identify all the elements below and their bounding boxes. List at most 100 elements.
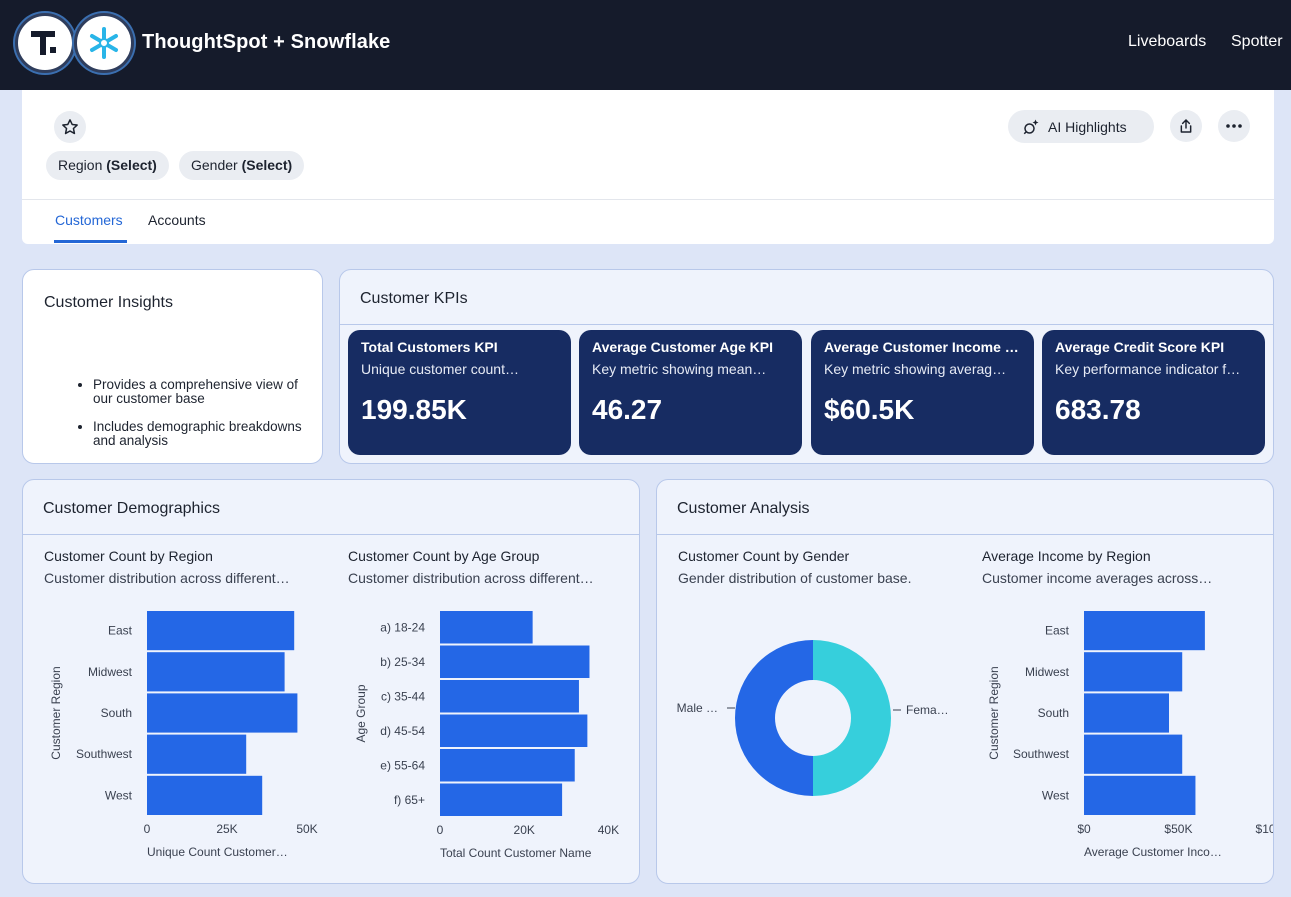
donut-slice-male	[735, 640, 813, 796]
kpi-title: Average Customer Age KPI	[592, 339, 774, 355]
bar	[440, 749, 575, 782]
category-label: Midwest	[1025, 665, 1070, 679]
bar	[1084, 693, 1169, 733]
kpi-description: Key metric showing averag…	[824, 361, 1007, 377]
kpi-description: Key performance indicator f…	[1055, 361, 1241, 377]
filter-chip-gender[interactable]: Gender (Select)	[179, 151, 305, 180]
kpi-title: Total Customers KPI	[361, 339, 498, 355]
header-divider	[22, 199, 1274, 200]
chart-title: Customer Count by Region	[44, 548, 213, 564]
category-label: d) 45-54	[380, 724, 425, 738]
favorite-button[interactable]	[54, 111, 86, 143]
x-tick-label: 0	[437, 823, 444, 837]
thoughtspot-logo-icon[interactable]	[15, 13, 75, 73]
chart-subtitle: Customer income averages across…	[982, 570, 1213, 586]
category-label: a) 18-24	[380, 620, 425, 634]
y-axis-label: Customer Region	[49, 666, 63, 759]
card-divider	[657, 534, 1273, 535]
category-label: East	[108, 624, 133, 638]
list-item: Provides a comprehensive view of our cus…	[93, 378, 303, 406]
bar	[1084, 611, 1205, 651]
active-tab-indicator	[54, 240, 127, 243]
bar	[440, 783, 563, 816]
card-divider	[23, 534, 639, 535]
category-label: e) 55-64	[380, 758, 425, 772]
region-count-chart[interactable]: East Midwest South Southwest West 0 25K 50K Uniq…	[23, 590, 323, 870]
y-axis-label: Age Group	[354, 684, 368, 742]
kpi-tile-average-age[interactable]: Average Customer Age KPI Key metric show…	[579, 330, 802, 455]
y-axis-label: Customer Region	[987, 666, 1001, 759]
donut-label-male: Male …	[677, 701, 718, 715]
chart-subtitle: Customer distribution across different…	[348, 570, 594, 586]
filter-name: Region	[58, 157, 103, 173]
customer-analysis-card[interactable]: Customer Analysis Customer Count by Gend…	[656, 479, 1274, 884]
filter-chip-region[interactable]: Region (Select)	[46, 151, 169, 180]
bar	[440, 680, 579, 713]
customer-insights-card[interactable]: Customer Insights Provides a comprehensi…	[22, 269, 323, 464]
x-axis-label: Unique Count Customer…	[147, 845, 288, 859]
more-dots-icon	[1226, 124, 1242, 128]
filter-value: (Select)	[241, 157, 293, 173]
insights-list: Provides a comprehensive view of our cus…	[93, 378, 303, 462]
x-tick-label: 0	[144, 822, 151, 836]
chart-title: Customer Count by Gender	[678, 548, 850, 564]
ai-highlights-label: AI Highlights	[1048, 118, 1127, 135]
bar	[440, 645, 590, 678]
nav-spotter-link[interactable]: Spotter	[1231, 33, 1283, 50]
tab-accounts[interactable]: Accounts	[148, 212, 206, 228]
kpi-tile-credit-score[interactable]: Average Credit Score KPI Key performance…	[1042, 330, 1265, 455]
tab-customers[interactable]: Customers	[55, 212, 123, 228]
kpi-value: 46.27	[592, 394, 663, 425]
nav-liveboards-link[interactable]: Liveboards	[1128, 33, 1207, 50]
age-group-chart[interactable]: a) 18-24 b) 25-34 c) 35-44 d) 45-54 e) 55-64…	[323, 590, 639, 870]
card-title: Customer KPIs	[360, 290, 468, 307]
card-title: Customer Demographics	[43, 500, 220, 517]
category-label: Southwest	[76, 747, 133, 761]
donut-label-female: Fema…	[906, 703, 949, 717]
bar	[1084, 734, 1183, 774]
kpi-title: Average Customer Income …	[824, 339, 1019, 355]
customer-demographics-card[interactable]: Customer Demographics Customer Count by …	[22, 479, 640, 884]
kpi-value: 683.78	[1055, 394, 1141, 425]
x-tick-label: $100K	[1256, 822, 1273, 836]
chart-title: Customer Count by Age Group	[348, 548, 540, 564]
kpi-description: Unique customer count…	[361, 361, 519, 377]
x-axis-label: Total Count Customer Name	[440, 846, 592, 860]
bar	[147, 652, 285, 692]
star-icon	[62, 119, 78, 135]
category-label: West	[105, 788, 133, 802]
income-region-chart[interactable]: East Midwest South Southwest West $0 $50K $100K…	[957, 590, 1273, 870]
donut-slice-female	[813, 640, 891, 796]
liveboard-header: Region (Select) Gender (Select) AI Highl…	[22, 90, 1274, 244]
x-tick-label: 40K	[598, 823, 619, 837]
category-label: West	[1042, 788, 1070, 802]
customer-kpis-card[interactable]: Customer KPIs Total Customers KPI Unique…	[339, 269, 1274, 464]
category-label: Midwest	[88, 665, 133, 679]
bar	[440, 611, 533, 644]
chart-subtitle: Customer distribution across different…	[44, 570, 290, 586]
kpi-value: $60.5K	[824, 394, 915, 425]
category-label: c) 35-44	[381, 689, 425, 703]
more-options-button[interactable]	[1218, 110, 1250, 142]
bar	[147, 734, 247, 774]
share-icon	[1180, 119, 1192, 133]
bar	[147, 775, 263, 815]
gender-donut-chart[interactable]: Male … Fema…	[657, 590, 957, 870]
snowflake-logo-icon[interactable]	[74, 13, 134, 73]
list-item: Includes demographic breakdowns and anal…	[93, 420, 303, 448]
category-label: Southwest	[1013, 747, 1070, 761]
bar	[440, 714, 588, 747]
bar	[147, 611, 295, 651]
card-divider	[340, 324, 1273, 325]
category-label: South	[1038, 706, 1069, 720]
kpi-tile-total-customers[interactable]: Total Customers KPI Unique customer coun…	[348, 330, 571, 455]
bar	[147, 693, 298, 733]
ai-highlights-button[interactable]: AI Highlights	[1008, 110, 1154, 143]
x-tick-label: 50K	[296, 822, 317, 836]
x-tick-label: 20K	[514, 823, 535, 837]
category-label: b) 25-34	[380, 655, 425, 669]
kpi-tile-average-income[interactable]: Average Customer Income … Key metric sho…	[811, 330, 1034, 455]
share-button[interactable]	[1170, 110, 1202, 142]
filter-name: Gender	[191, 157, 238, 173]
x-tick-label: $0	[1077, 822, 1091, 836]
